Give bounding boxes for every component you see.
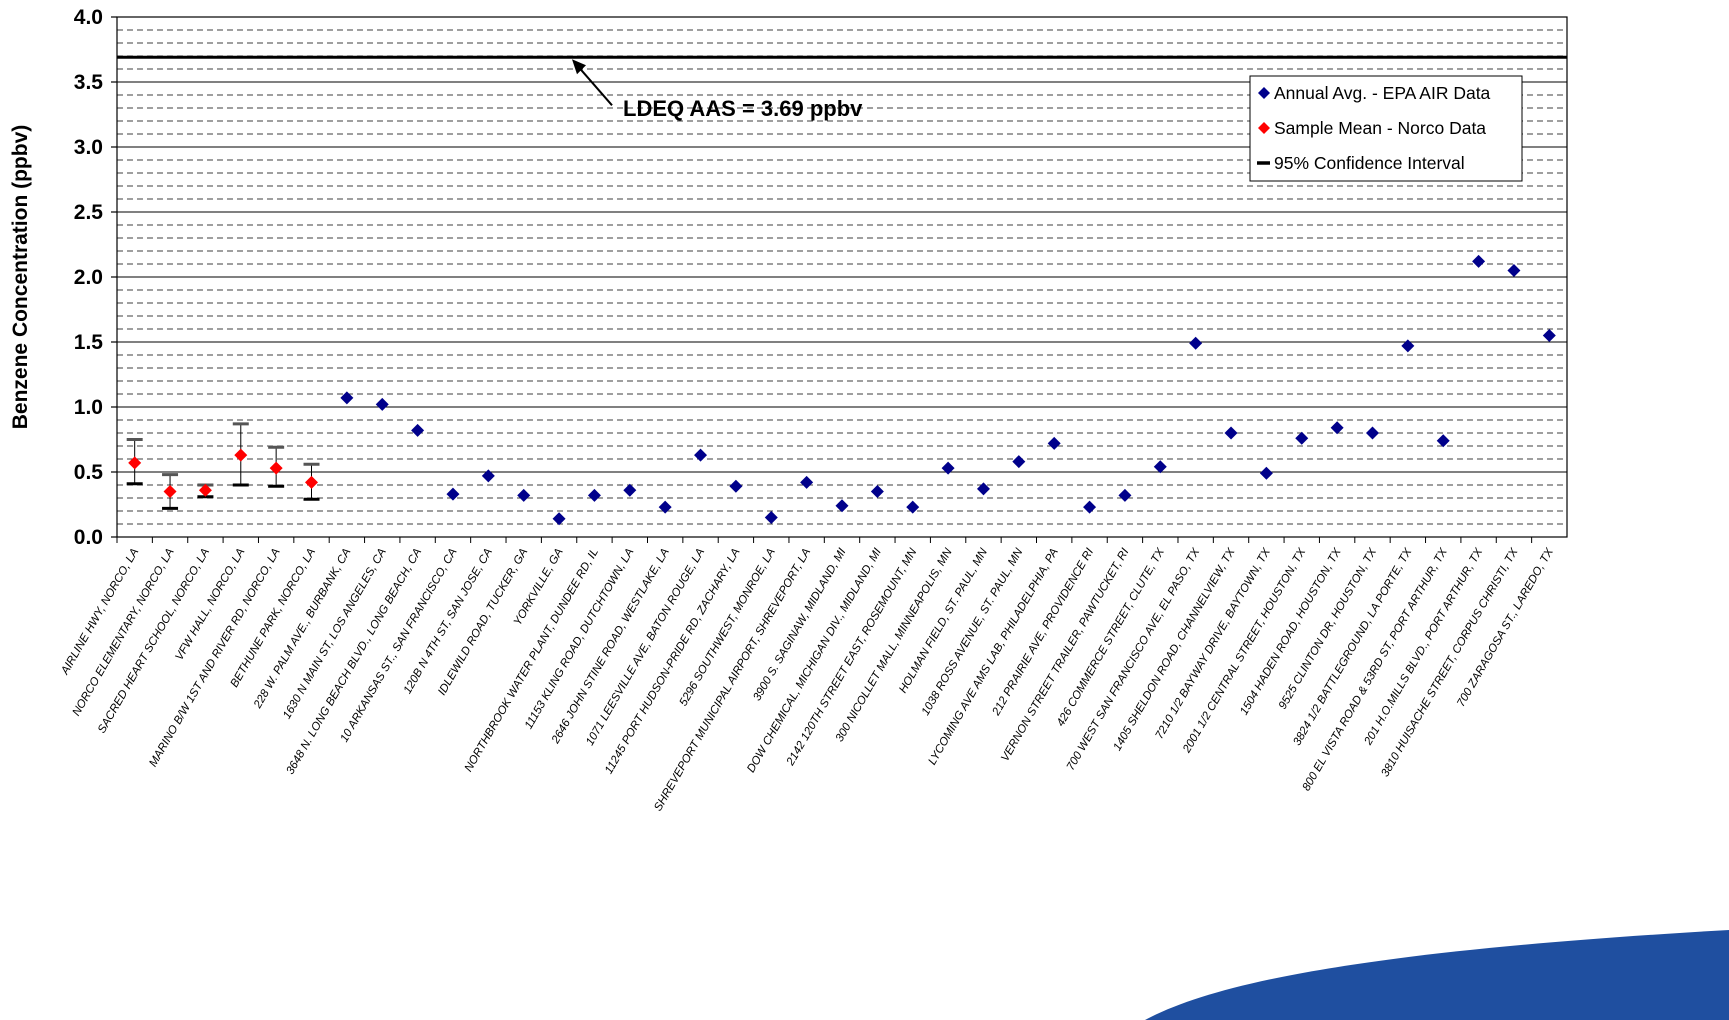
epa-annual-avg-point bbox=[1225, 427, 1238, 440]
epa-annual-avg-point bbox=[517, 489, 530, 502]
epa-annual-avg-point bbox=[1118, 489, 1131, 502]
norco-sample-mean-point bbox=[164, 485, 177, 498]
y-tick-label: 3.0 bbox=[74, 136, 103, 159]
epa-annual-avg-point bbox=[482, 469, 495, 482]
annotation: LDEQ AAS = 3.69 ppbv bbox=[572, 59, 863, 121]
y-tick-label: 0.0 bbox=[74, 526, 103, 549]
epa-annual-avg-point bbox=[623, 484, 636, 497]
epa-annual-avg-point bbox=[906, 501, 919, 514]
y-tick-label: 1.0 bbox=[74, 396, 103, 419]
epa-annual-avg-point bbox=[977, 482, 990, 495]
x-category-label: 2142 120TH STREET EAST, ROSEMOUNT, MN bbox=[784, 546, 919, 769]
epa-annual-avg-point bbox=[1189, 337, 1202, 350]
decorative-swoosh bbox=[1145, 930, 1729, 1020]
epa-annual-avg-point bbox=[1260, 467, 1273, 480]
epa-annual-avg-point bbox=[1083, 501, 1096, 514]
legend-label: Annual Avg. - EPA AIR Data bbox=[1274, 83, 1491, 103]
norco-sample-mean-point bbox=[270, 462, 283, 475]
epa-annual-avg-point bbox=[553, 512, 566, 525]
epa-annual-avg-point bbox=[1154, 460, 1167, 473]
legend-label: Sample Mean - Norco Data bbox=[1274, 118, 1486, 138]
epa-annual-avg-point bbox=[659, 501, 672, 514]
epa-annual-avg-point bbox=[1366, 427, 1379, 440]
x-category-label: 700 WEST SAN FRANCISCO AVE, EL PASO, TX bbox=[1065, 545, 1203, 772]
epa-annual-avg-point bbox=[1295, 432, 1308, 445]
y-axis-ticks: 0.0 0.5 1.0 1.5 2.0 2.5 3.0 3.5 4.0 bbox=[74, 6, 117, 549]
epa-annual-avg-point bbox=[1472, 255, 1485, 268]
y-tick-label: 3.5 bbox=[74, 71, 104, 94]
x-category-label: LYCOMING AVE AMS LAB, PHILADELPHIA, PA bbox=[927, 546, 1061, 767]
norco-sample-mean-point bbox=[234, 449, 247, 462]
legend: Annual Avg. - EPA AIR Data Sample Mean - … bbox=[1250, 76, 1522, 181]
epa-annual-avg-point bbox=[871, 485, 884, 498]
epa-annual-avg-point bbox=[1048, 437, 1061, 450]
y-axis-label: Benzene Concentration (ppbv) bbox=[9, 125, 32, 430]
x-category-label: NORTHBROOK WATER PLANT, DUNDEE RD, IL bbox=[463, 547, 601, 775]
epa-annual-avg-point bbox=[411, 424, 424, 437]
y-tick-label: 1.5 bbox=[74, 331, 104, 354]
norco-sample-mean-point bbox=[128, 456, 141, 469]
epa-annual-avg-point bbox=[376, 398, 389, 411]
epa-annual-avg-point bbox=[1437, 434, 1450, 447]
x-category-label: MARINO B/W 1ST AND RIVER RD, NORCO, LA bbox=[147, 546, 283, 769]
x-category-label: VFW HALL, NORCO, LA bbox=[173, 546, 247, 662]
epa-annual-avg-point bbox=[1331, 421, 1344, 434]
epa-annual-avg-point bbox=[446, 488, 459, 501]
epa-annual-avg-point bbox=[340, 391, 353, 404]
y-tick-label: 2.0 bbox=[74, 266, 103, 289]
epa-annual-avg-point bbox=[836, 499, 849, 512]
annotation-arrow bbox=[578, 66, 612, 105]
epa-annual-avg-point bbox=[1012, 455, 1025, 468]
epa-annual-avg-point bbox=[729, 480, 742, 493]
legend-label: 95% Confidence Interval bbox=[1274, 153, 1465, 173]
epa-annual-avg-point bbox=[1401, 339, 1414, 352]
y-tick-label: 0.5 bbox=[74, 461, 104, 484]
x-category-label: VERNON STREET TRAILER, PAWTUCKET, RI bbox=[999, 546, 1132, 764]
epa-annual-avg-point bbox=[800, 476, 813, 489]
epa-annual-avg-point bbox=[1543, 329, 1556, 342]
epa-annual-avg-point bbox=[765, 511, 778, 524]
reference-line-label: LDEQ AAS = 3.69 ppbv bbox=[623, 96, 863, 121]
epa-annual-avg-point bbox=[694, 449, 707, 462]
x-category-label: DOW CHEMICAL, MICHIGAN DIV., MIDLAND, MI bbox=[745, 546, 884, 775]
y-tick-label: 4.0 bbox=[74, 6, 103, 29]
y-tick-label: 2.5 bbox=[74, 201, 104, 224]
confidence-intervals bbox=[127, 424, 320, 509]
x-category-label: 11245 PORT HUDSON-PRIDE RD, ZACHARY, LA bbox=[603, 546, 743, 776]
epa-annual-avg-point bbox=[1507, 264, 1520, 277]
x-category-label: 3810 HUISACHE STREET, CORPUS CHRISTI, TX bbox=[1379, 545, 1521, 779]
epa-annual-avg-point bbox=[588, 489, 601, 502]
epa-annual-avg-point bbox=[942, 462, 955, 475]
norco-sample-mean-point bbox=[305, 476, 318, 489]
x-category-label: 3648 N. LONG BEACH BLVD., LONG BEACH, CA bbox=[284, 546, 424, 776]
